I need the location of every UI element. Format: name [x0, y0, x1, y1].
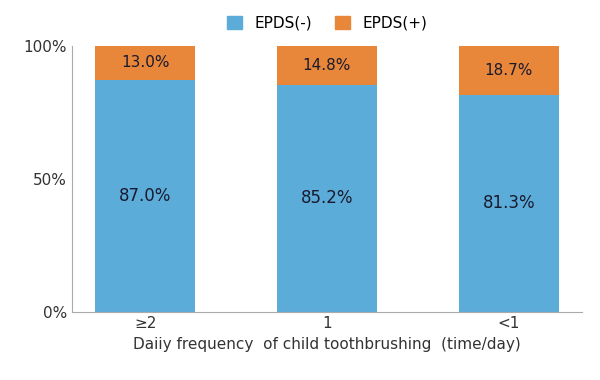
Bar	[459, 46, 559, 95]
Text: 18.7%: 18.7%	[485, 63, 533, 78]
Bar	[277, 46, 377, 85]
Text: 14.8%: 14.8%	[303, 58, 351, 73]
Bar	[95, 80, 195, 312]
Text: 87.0%: 87.0%	[119, 187, 172, 205]
Text: 13.0%: 13.0%	[121, 55, 169, 70]
Text: 85.2%: 85.2%	[301, 189, 353, 207]
Bar	[277, 85, 377, 312]
Bar	[95, 46, 195, 80]
Text: 81.3%: 81.3%	[482, 195, 535, 212]
Legend: EPDS(-), EPDS(+): EPDS(-), EPDS(+)	[227, 16, 427, 31]
Bar	[459, 95, 559, 312]
X-axis label: Daiiy frequency  of child toothbrushing  (time/day): Daiiy frequency of child toothbrushing (…	[133, 337, 521, 352]
